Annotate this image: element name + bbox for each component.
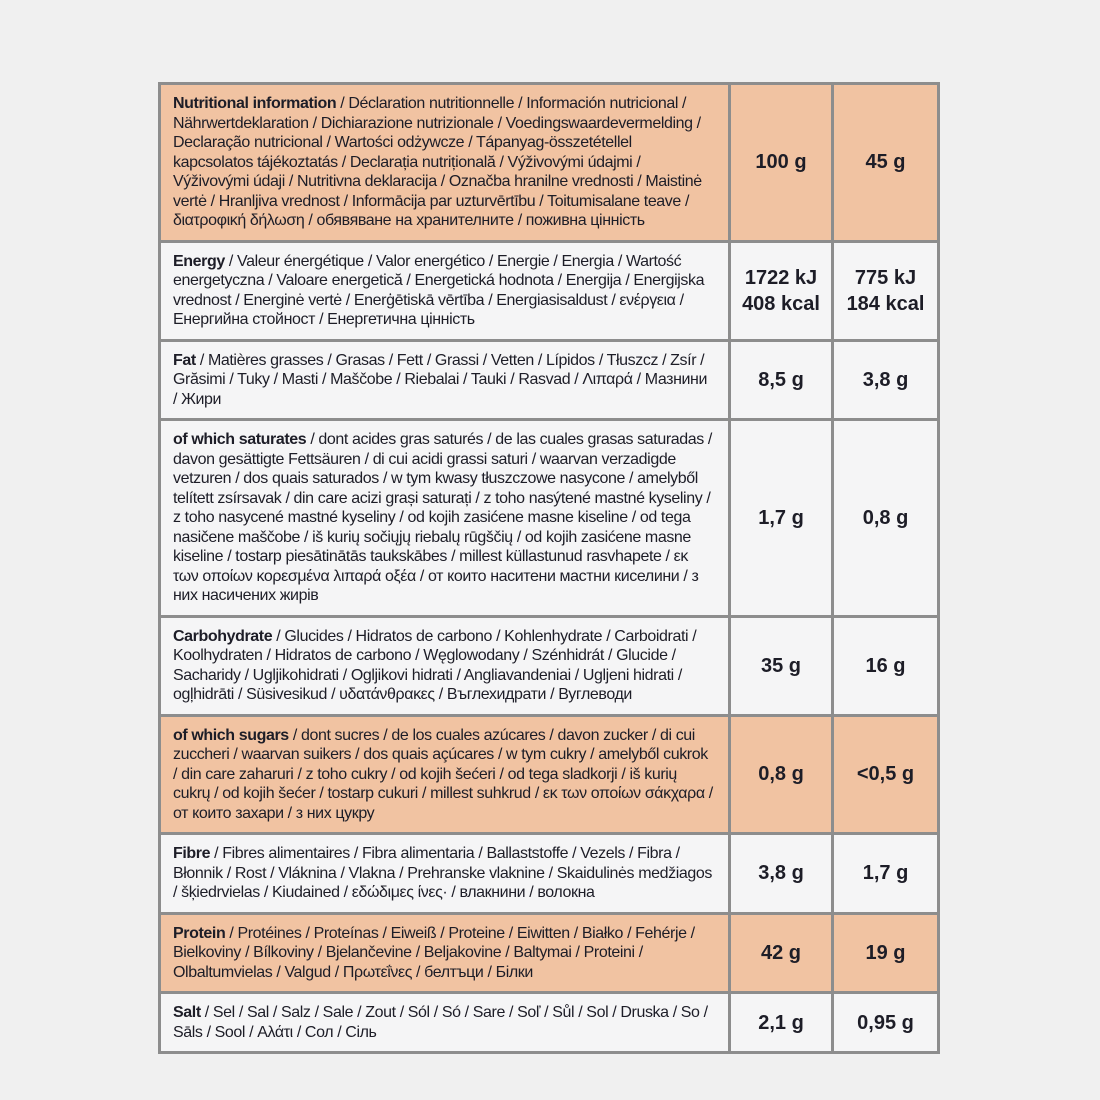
nutrient-term: Carbohydrate [173, 627, 273, 645]
value-per-100g: 8,5 g [731, 341, 834, 421]
nutrient-label-cell: of which sugars / dont sucres / de los c… [161, 716, 731, 835]
nutrient-term: Energy [173, 252, 225, 270]
value-per-100g: 0,8 g [731, 716, 834, 835]
nutrient-term: of which sugars [173, 726, 289, 744]
value-per-100g: 2,1 g [731, 994, 834, 1051]
nutrient-label-cell: Carbohydrate / Glucides / Hidratos de ca… [161, 617, 731, 717]
nutrient-translations: / Matières grasses / Grasas / Fett / Gra… [173, 351, 708, 408]
nutrient-term: Fat [173, 351, 196, 369]
nutrient-translations: / Sel / Sal / Salz / Sale / Zout / Sól /… [173, 1004, 708, 1041]
nutrient-label-cell: Fat / Matières grasses / Grasas / Fett /… [161, 341, 731, 421]
value-per-45g: 45 g [834, 85, 937, 243]
value-per-100g: 1722 kJ 408 kcal [731, 242, 834, 342]
value-per-100g: 100 g [731, 85, 834, 243]
nutrient-term: Nutritional information [173, 95, 337, 112]
nutrient-term: Salt [173, 1004, 201, 1021]
value-per-100g: 1,7 g [731, 421, 834, 618]
nutrient-term: Fibre [173, 845, 211, 862]
nutrient-term: of which saturates [173, 431, 307, 448]
nutrient-term: Protein [173, 924, 226, 942]
value-per-45g: 16 g [834, 617, 937, 717]
nutrient-label-cell: of which saturates / dont acides gras sa… [161, 421, 731, 618]
value-per-100g: 42 g [731, 914, 834, 994]
nutrient-label-cell: Salt / Sel / Sal / Salz / Sale / Zout / … [161, 994, 731, 1051]
nutrient-translations: / dont acides gras saturés / de las cual… [173, 431, 712, 604]
nutrient-translations: / dont sucres / de los cuales azúcares /… [173, 726, 713, 822]
nutrient-label-cell: Energy / Valeur énergétique / Valor ener… [161, 242, 731, 342]
nutrient-translations: / Protéines / Proteínas / Eiweiß / Prote… [173, 924, 695, 981]
nutrient-translations: / Fibres alimentaires / Fibra alimentari… [173, 845, 712, 901]
nutrient-label-cell: Fibre / Fibres alimentaires / Fibra alim… [161, 835, 731, 915]
nutrient-label-cell: Nutritional information / Déclaration nu… [161, 85, 731, 243]
nutrient-translations: / Déclaration nutritionnelle / Informaci… [173, 95, 702, 229]
value-per-45g: 0,8 g [834, 421, 937, 618]
value-per-45g: 775 kJ 184 kcal [834, 242, 937, 342]
nutrient-translations: / Valeur énergétique / Valor energético … [173, 252, 705, 329]
value-per-45g: 0,95 g [834, 994, 937, 1051]
value-per-100g: 35 g [731, 617, 834, 717]
value-per-45g: <0,5 g [834, 716, 937, 835]
value-per-45g: 19 g [834, 914, 937, 994]
value-per-45g: 3,8 g [834, 341, 937, 421]
nutrition-table: Nutritional information / Déclaration nu… [158, 82, 940, 1054]
value-per-100g: 3,8 g [731, 835, 834, 915]
nutrient-label-cell: Protein / Protéines / Proteínas / Eiweiß… [161, 914, 731, 994]
nutrient-translations: / Glucides / Hidratos de carbono / Kohle… [173, 627, 697, 704]
value-per-45g: 1,7 g [834, 835, 937, 915]
